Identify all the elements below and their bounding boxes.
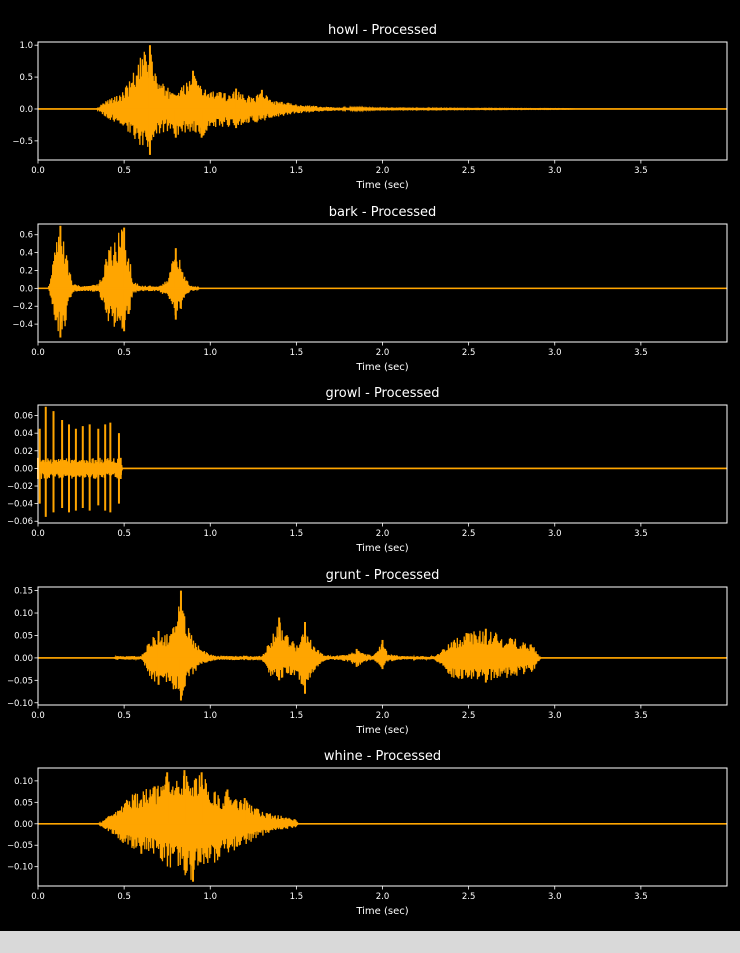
x-tick-label: 2.0 xyxy=(376,166,390,176)
x-tick-label: 0.0 xyxy=(31,892,45,902)
x-tick-label: 1.0 xyxy=(203,166,217,176)
x-tick-label: 0.5 xyxy=(117,529,131,539)
y-tick-label: 0.00 xyxy=(14,464,33,474)
x-tick-label: 0.5 xyxy=(117,711,131,721)
x-tick-label: 3.5 xyxy=(634,711,648,721)
y-tick-label: −0.05 xyxy=(7,676,33,686)
x-tick-label: 3.5 xyxy=(634,892,648,902)
x-tick-label: 2.5 xyxy=(462,348,476,358)
y-tick-label: 0.10 xyxy=(14,777,33,787)
y-tick-label: 0.5 xyxy=(19,73,33,83)
x-tick-label: 1.0 xyxy=(203,892,217,902)
y-tick-label: 0.0 xyxy=(19,284,33,294)
subplot-title: howl - Processed xyxy=(328,23,437,38)
x-tick-label: 3.5 xyxy=(634,529,648,539)
x-tick-label: 2.0 xyxy=(376,348,390,358)
x-tick-label: 3.0 xyxy=(548,892,562,902)
x-tick-label: 3.0 xyxy=(548,348,562,358)
y-tick-label: −0.04 xyxy=(7,500,33,510)
y-tick-label: −0.4 xyxy=(12,320,33,330)
y-tick-label: 0.2 xyxy=(19,266,33,276)
y-tick-label: 1.0 xyxy=(19,41,33,51)
x-tick-label: 3.5 xyxy=(634,166,648,176)
subplot-title: bark - Processed xyxy=(329,205,437,220)
x-axis-label: Time (sec) xyxy=(355,180,408,191)
y-tick-label: 0.00 xyxy=(14,820,33,830)
y-tick-label: 0.6 xyxy=(19,231,33,241)
x-tick-label: 2.5 xyxy=(462,711,476,721)
subplot-title: whine - Processed xyxy=(324,749,441,764)
subplot-whine: whine - Processed 0.0 0.5 1.0 1.5 2.0 2.5 3.0 3.… xyxy=(7,749,728,917)
x-tick-label: 2.5 xyxy=(462,529,476,539)
y-tick-label: 0.05 xyxy=(14,798,33,808)
x-tick-label: 2.0 xyxy=(376,711,390,721)
y-tick-label: 0.00 xyxy=(14,654,33,664)
x-tick-label: 1.5 xyxy=(290,529,304,539)
x-tick-label: 1.5 xyxy=(290,166,304,176)
y-tick-label: 0.02 xyxy=(14,447,33,457)
x-axis-label: Time (sec) xyxy=(355,362,408,373)
x-tick-label: 0.0 xyxy=(31,348,45,358)
y-tick-label: 0.05 xyxy=(14,631,33,641)
subplot-title: grunt - Processed xyxy=(326,568,440,583)
x-tick-label: 1.5 xyxy=(290,711,304,721)
figure: howl - Processed 0.0 0.5 1.0 1.5 2.0 2.5 3.0 3.5… xyxy=(0,0,740,931)
waveform-line xyxy=(38,51,727,147)
y-tick-label: −0.5 xyxy=(12,137,33,147)
x-tick-label: 0.5 xyxy=(117,348,131,358)
x-axis-label: Time (sec) xyxy=(355,906,408,917)
y-tick-label: −0.05 xyxy=(7,841,33,851)
x-tick-label: 2.0 xyxy=(376,529,390,539)
y-tick-label: 0.10 xyxy=(14,609,33,619)
y-tick-label: 0.0 xyxy=(19,105,33,115)
axes-frame xyxy=(37,223,728,343)
x-tick-label: 1.0 xyxy=(203,348,217,358)
x-tick-label: 1.0 xyxy=(203,529,217,539)
y-tick-label: 0.15 xyxy=(14,587,33,597)
y-tick-label: 0.06 xyxy=(14,412,33,422)
x-tick-label: 2.0 xyxy=(376,892,390,902)
x-tick-label: 0.5 xyxy=(117,166,131,176)
x-tick-label: 2.5 xyxy=(462,892,476,902)
x-tick-label: 2.5 xyxy=(462,166,476,176)
y-tick-label: 0.4 xyxy=(19,249,33,259)
y-tick-label: −0.10 xyxy=(7,699,33,709)
x-tick-label: 1.5 xyxy=(290,348,304,358)
y-tick-label: −0.2 xyxy=(12,302,33,312)
subplot-growl: growl - Processed 0.0 0.5 1.0 1.5 2.0 2.5 3.0 3.… xyxy=(7,386,728,554)
x-axis-label: Time (sec) xyxy=(355,543,408,554)
x-tick-label: 1.5 xyxy=(290,892,304,902)
x-tick-label: 3.0 xyxy=(548,711,562,721)
x-tick-label: 3.5 xyxy=(634,348,648,358)
y-tick-label: −0.10 xyxy=(7,863,33,873)
y-tick-label: 0.04 xyxy=(14,429,33,439)
subplot-bark: bark - Processed 0.0 0.5 1.0 1.5 2.0 2.5 3.0 3.5… xyxy=(12,205,728,373)
x-tick-label: 1.0 xyxy=(203,711,217,721)
axes-frame xyxy=(37,404,728,524)
x-tick-label: 3.0 xyxy=(548,166,562,176)
y-tick-label: −0.06 xyxy=(7,517,33,527)
x-tick-label: 0.5 xyxy=(117,892,131,902)
waveform-line xyxy=(38,229,727,332)
subplot-grunt: grunt - Processed 0.0 0.5 1.0 1.5 2.0 2.5 3.0 3.… xyxy=(7,568,728,736)
subplot-title: growl - Processed xyxy=(325,386,439,401)
x-tick-label: 0.0 xyxy=(31,166,45,176)
x-axis-label: Time (sec) xyxy=(355,725,408,736)
x-tick-label: 0.0 xyxy=(31,529,45,539)
x-tick-label: 0.0 xyxy=(31,711,45,721)
y-tick-label: −0.02 xyxy=(7,482,33,492)
waveform-figure: howl - Processed 0.0 0.5 1.0 1.5 2.0 2.5 3.0 3.5… xyxy=(7,23,728,917)
subplot-howl: howl - Processed 0.0 0.5 1.0 1.5 2.0 2.5 3.0 3.5… xyxy=(12,23,728,191)
x-tick-label: 3.0 xyxy=(548,529,562,539)
